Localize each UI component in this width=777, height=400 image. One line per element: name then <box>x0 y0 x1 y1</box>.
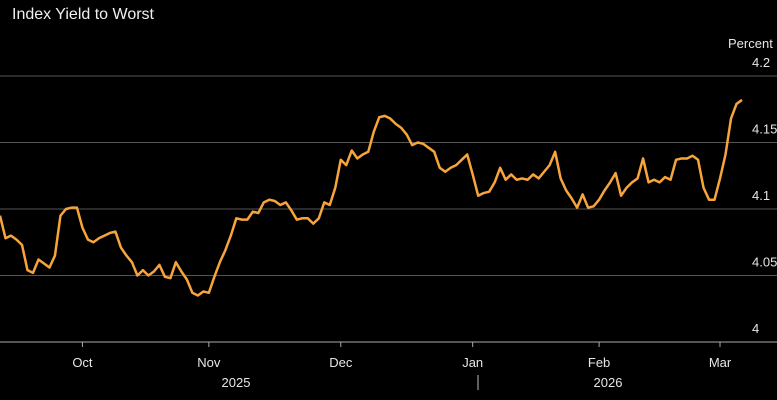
series-line <box>0 98 743 297</box>
x-tick-label: Feb <box>588 355 610 370</box>
year-label: 2026 <box>594 375 623 390</box>
x-tick-label: Dec <box>329 355 353 370</box>
chart-title: Index Yield to Worst <box>12 6 155 23</box>
x-tick-label: Nov <box>197 355 221 370</box>
y-tick-label: 4.2 <box>752 55 770 70</box>
y-axis-label: Percent <box>728 36 773 51</box>
y-tick-label: 4.15 <box>752 122 777 137</box>
y-tick-label: 4 <box>752 321 759 336</box>
x-tick-label: Mar <box>709 355 732 370</box>
x-tick-label: Oct <box>72 355 93 370</box>
year-label: 2025 <box>222 375 251 390</box>
y-tick-label: 4.1 <box>752 188 770 203</box>
x-tick-label: Jan <box>462 355 483 370</box>
y-tick-label: 4.05 <box>752 255 777 270</box>
